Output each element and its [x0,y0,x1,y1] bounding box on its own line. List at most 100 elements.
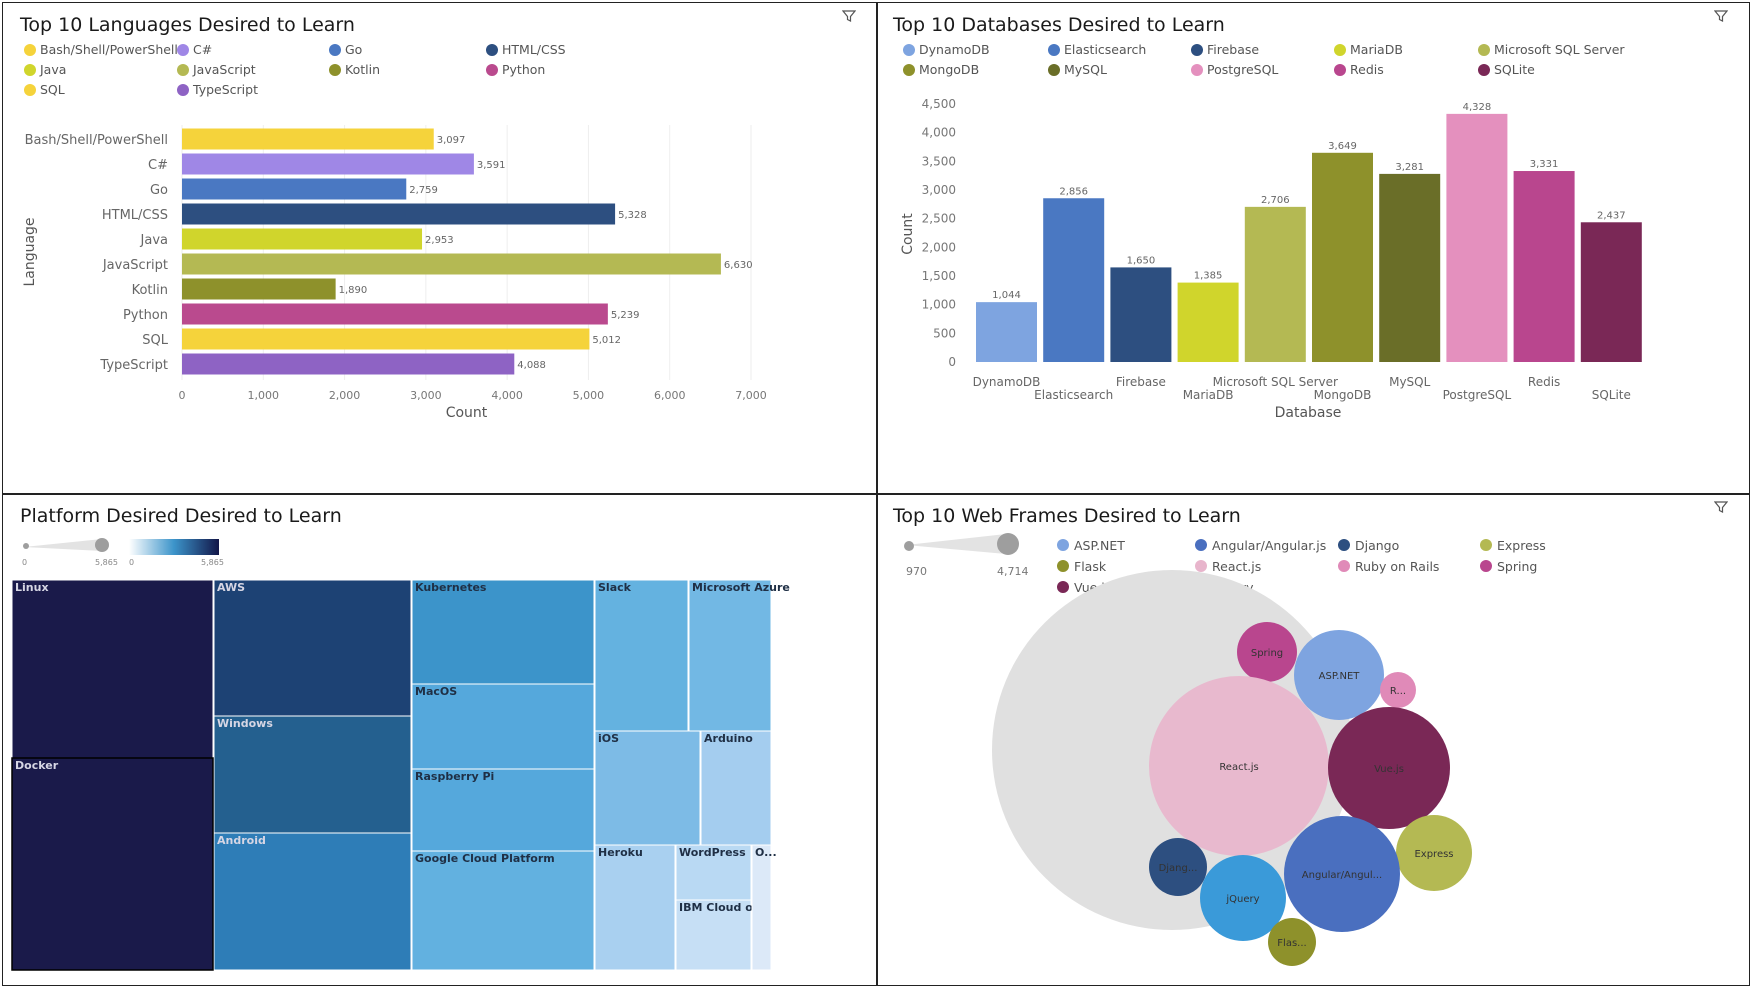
bubble [1200,855,1286,941]
legend-marker [1048,64,1060,76]
legend-label: Angular/Angular.js [1212,538,1326,553]
legend-label: Go [345,42,362,57]
legend-label: DynamoDB [919,42,990,57]
treemap-cell [411,683,595,770]
bar [182,303,608,325]
bar [182,203,616,225]
data-label: 2,759 [409,185,438,196]
bubble [1380,672,1416,708]
filter-icon[interactable] [842,9,856,23]
legend-label: MariaDB [1350,42,1403,57]
bar [1244,206,1306,362]
x-tick-label: 1,000 [248,389,280,402]
legend-label: Django [1355,538,1399,553]
bar [182,178,407,200]
x-tick-label: 2,000 [329,389,361,402]
treemap-cell [751,844,772,971]
bubble [1149,676,1329,856]
filter-icon[interactable] [1714,500,1728,514]
data-label: 1,044 [992,290,1021,301]
y-tick-label: 500 [933,326,956,340]
bubble-label: Flas... [1277,938,1306,949]
color-scale-label: 5,865 [201,558,224,567]
data-label: 4,088 [517,360,546,371]
x-axis-title: Count [446,405,488,421]
legend-label: Firebase [1207,42,1259,57]
bubble [1237,622,1297,682]
category-label: TypeScript [99,358,168,373]
legend-label: HTML/CSS [502,42,566,57]
category-label: MySQL [1389,375,1431,389]
legend-marker [24,64,36,76]
data-label: 4,328 [1463,102,1492,113]
treemap-cell [213,832,412,971]
category-label: MongoDB [1314,388,1372,402]
data-label: 1,385 [1194,271,1223,282]
y-tick-label: 1,000 [922,298,956,312]
category-label: Java [140,233,168,248]
bubble-label: R... [1390,686,1406,697]
bar [182,153,474,175]
treemap-cell [11,579,214,759]
bubble-label: Djang... [1159,863,1198,874]
legend-marker [1334,64,1346,76]
data-label: 2,856 [1059,186,1088,197]
bubble [1328,707,1450,829]
data-label: 3,331 [1530,159,1559,170]
data-label: 2,953 [425,235,454,246]
legend-marker [1480,539,1492,551]
size-legend-track [906,534,1016,554]
treemap-cell [411,850,595,971]
treemap-cell-label: IBM Cloud o... [679,901,765,914]
y-tick-label: 4,000 [922,126,956,140]
treemap-cell [594,730,701,846]
legend-label: Spring [1497,559,1537,574]
treemap-cell-label: Raspberry Pi [415,770,494,783]
legend-marker [486,44,498,56]
color-scale-bar [129,539,219,555]
y-tick-label: 1,500 [922,269,956,283]
bar [1513,171,1575,362]
size-legend-track [24,539,108,551]
treemap-cell-label: O... [755,846,777,859]
size-legend-label: 0 [22,558,27,567]
y-tick-label: 2,500 [922,212,956,226]
category-label: SQLite [1592,388,1631,402]
treemap-cell-label: Arduino [704,732,753,745]
y-tick-label: 3,000 [922,183,956,197]
filter-icon[interactable] [1714,9,1728,23]
legend-marker [177,84,189,96]
legend-marker [1338,560,1350,572]
category-label: Bash/Shell/PowerShell [25,133,168,148]
legend-marker [177,64,189,76]
bar [182,253,721,275]
data-label: 3,649 [1328,141,1357,152]
size-legend-max [95,538,109,552]
y-axis-title: Language [22,217,38,286]
legend-label: C# [193,42,212,57]
legend-label: JavaScript [192,62,256,77]
data-label: 3,281 [1395,162,1424,173]
size-legend-min [23,543,29,549]
treemap-cell-label: Linux [15,581,49,594]
legend-marker [1480,560,1492,572]
legend-marker [903,64,915,76]
legend-label: Redis [1350,62,1384,77]
y-tick-label: 4,500 [922,97,956,111]
legend-label: SQL [40,82,65,97]
legend-marker [329,64,341,76]
treemap-cell [675,899,752,971]
legend-marker [24,84,36,96]
bar [182,353,515,375]
treemap-cell [675,844,752,901]
x-tick-label: 5,000 [573,389,605,402]
bubble [1294,630,1384,720]
color-scale-label: 0 [129,558,134,567]
legend-marker [1191,44,1203,56]
data-label: 5,012 [592,335,621,346]
webframes-bubble-chart: 970 4,714 ASP.NET Angular/Angular.js Django E… [904,533,1546,966]
bubble-label: ASP.NET [1319,671,1361,682]
legend-label: Express [1497,538,1546,553]
x-tick-label: 4,000 [491,389,523,402]
platforms-treemap: 0 5,865 0 5,865 Linux Docker AWS Windows Android… [11,538,790,971]
